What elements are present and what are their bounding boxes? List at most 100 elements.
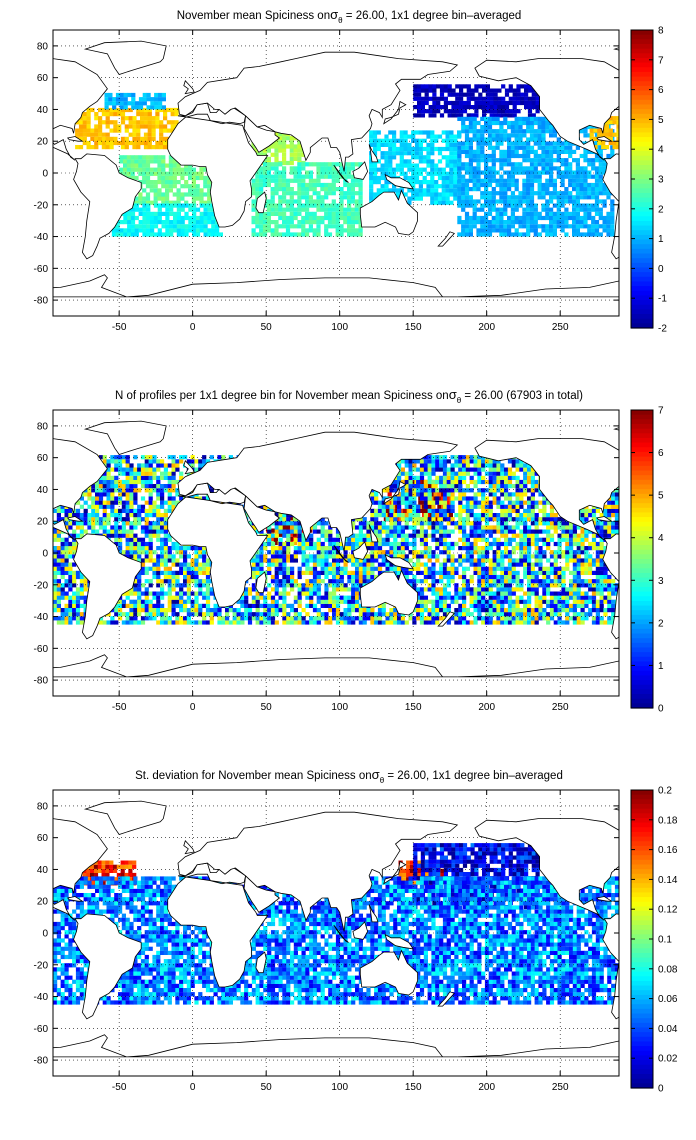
heatmap-cell bbox=[176, 196, 181, 201]
heatmap-cell bbox=[468, 199, 473, 204]
heatmap-cell bbox=[285, 182, 291, 188]
heatmap-cell bbox=[372, 171, 378, 176]
heatmap-cell bbox=[507, 224, 512, 229]
heatmap-cell bbox=[380, 155, 385, 160]
heatmap-cell bbox=[542, 579, 547, 584]
heatmap-cell bbox=[565, 603, 570, 608]
heatmap-cell bbox=[266, 178, 271, 183]
heatmap-cell bbox=[572, 215, 577, 221]
heatmap-cell bbox=[332, 566, 337, 571]
heatmap-cell bbox=[130, 175, 135, 181]
heatmap-cell bbox=[144, 612, 149, 617]
heatmap-cell bbox=[403, 175, 408, 181]
heatmap-cell bbox=[477, 574, 482, 580]
heatmap-cell bbox=[278, 174, 283, 179]
heatmap-cell bbox=[469, 595, 474, 600]
heatmap-cell bbox=[576, 620, 581, 625]
heatmap-cell bbox=[587, 211, 592, 216]
colorbar-band bbox=[631, 132, 653, 138]
heatmap-cell bbox=[527, 620, 532, 625]
heatmap-cell bbox=[564, 187, 569, 192]
heatmap-cell bbox=[426, 142, 431, 147]
heatmap-cell bbox=[316, 599, 321, 604]
heatmap-cell bbox=[109, 112, 114, 117]
heatmap-cell bbox=[131, 101, 136, 106]
heatmap-cell bbox=[72, 570, 77, 575]
heatmap-cell bbox=[430, 192, 435, 197]
heatmap-cell bbox=[335, 599, 341, 604]
heatmap-cell bbox=[529, 224, 535, 229]
heatmap-cell bbox=[335, 574, 341, 580]
heatmap-cell bbox=[159, 128, 164, 133]
heatmap-cell bbox=[500, 591, 505, 596]
heatmap-cell bbox=[595, 612, 600, 617]
heatmap-cell bbox=[165, 163, 170, 168]
heatmap-cell bbox=[453, 138, 458, 143]
heatmap-cell bbox=[198, 566, 203, 571]
heatmap-cell bbox=[289, 178, 294, 183]
heatmap-cell bbox=[262, 224, 268, 229]
heatmap-cell bbox=[94, 124, 99, 129]
colorbar-tick-label: 7 bbox=[658, 55, 664, 66]
heatmap-cell bbox=[599, 579, 604, 584]
heatmap-cell bbox=[522, 220, 527, 225]
heatmap-cell bbox=[580, 599, 585, 604]
heatmap-cell bbox=[461, 195, 466, 200]
heatmap-cell bbox=[604, 120, 610, 125]
heatmap-cell bbox=[358, 574, 363, 580]
heatmap-cell bbox=[572, 608, 577, 613]
heatmap-cell bbox=[500, 583, 505, 588]
heatmap-cell bbox=[273, 540, 278, 546]
heatmap-cell bbox=[75, 595, 81, 600]
heatmap-cell bbox=[142, 203, 147, 208]
heatmap-cell bbox=[152, 616, 157, 621]
heatmap-cell bbox=[131, 97, 136, 102]
heatmap-cell bbox=[510, 211, 515, 216]
heatmap-cell bbox=[459, 92, 464, 97]
heatmap-cell bbox=[464, 191, 470, 196]
heatmap-cell bbox=[495, 220, 500, 225]
heatmap-cell bbox=[423, 574, 428, 580]
heatmap-cell bbox=[369, 142, 374, 147]
heatmap-cell bbox=[198, 612, 203, 617]
heatmap-cell bbox=[335, 228, 340, 233]
heatmap-cell bbox=[533, 232, 538, 237]
heatmap-cell bbox=[184, 180, 189, 185]
heatmap-cell bbox=[179, 570, 184, 575]
heatmap-cell bbox=[480, 158, 485, 163]
heatmap-cell bbox=[259, 170, 264, 175]
heatmap-cell bbox=[90, 136, 95, 141]
heatmap-cell bbox=[312, 570, 318, 575]
heatmap-cell bbox=[565, 616, 570, 621]
heatmap-cell bbox=[418, 151, 423, 156]
heatmap-cell bbox=[419, 616, 425, 621]
heatmap-cell bbox=[476, 228, 481, 233]
heatmap-cell bbox=[358, 195, 363, 200]
heatmap-cell bbox=[476, 137, 481, 142]
heatmap-cell bbox=[492, 595, 497, 600]
heatmap-cell bbox=[56, 620, 61, 625]
heatmap-cell bbox=[309, 595, 314, 600]
heatmap-cell bbox=[142, 92, 147, 98]
heatmap-cell bbox=[335, 203, 340, 208]
heatmap-cell bbox=[403, 142, 408, 147]
heatmap-cell bbox=[324, 170, 329, 175]
heatmap-cell bbox=[217, 612, 222, 617]
heatmap-cell bbox=[377, 603, 383, 608]
heatmap-cell bbox=[240, 599, 245, 604]
heatmap-cell bbox=[481, 583, 486, 588]
heatmap-cell bbox=[602, 191, 607, 196]
heatmap-cell bbox=[113, 128, 118, 133]
heatmap-cell bbox=[575, 178, 580, 183]
heatmap-cell bbox=[399, 163, 404, 168]
heatmap-cell bbox=[413, 113, 418, 118]
heatmap-cell bbox=[180, 228, 185, 233]
heatmap-cell bbox=[266, 174, 271, 179]
heatmap-cell bbox=[166, 120, 171, 125]
heatmap-cell bbox=[491, 149, 496, 154]
heatmap-cell bbox=[606, 220, 611, 225]
heatmap-cell bbox=[320, 579, 325, 584]
heatmap-cell bbox=[289, 195, 294, 200]
heatmap-cell bbox=[191, 188, 196, 193]
heatmap-cell bbox=[150, 220, 155, 225]
